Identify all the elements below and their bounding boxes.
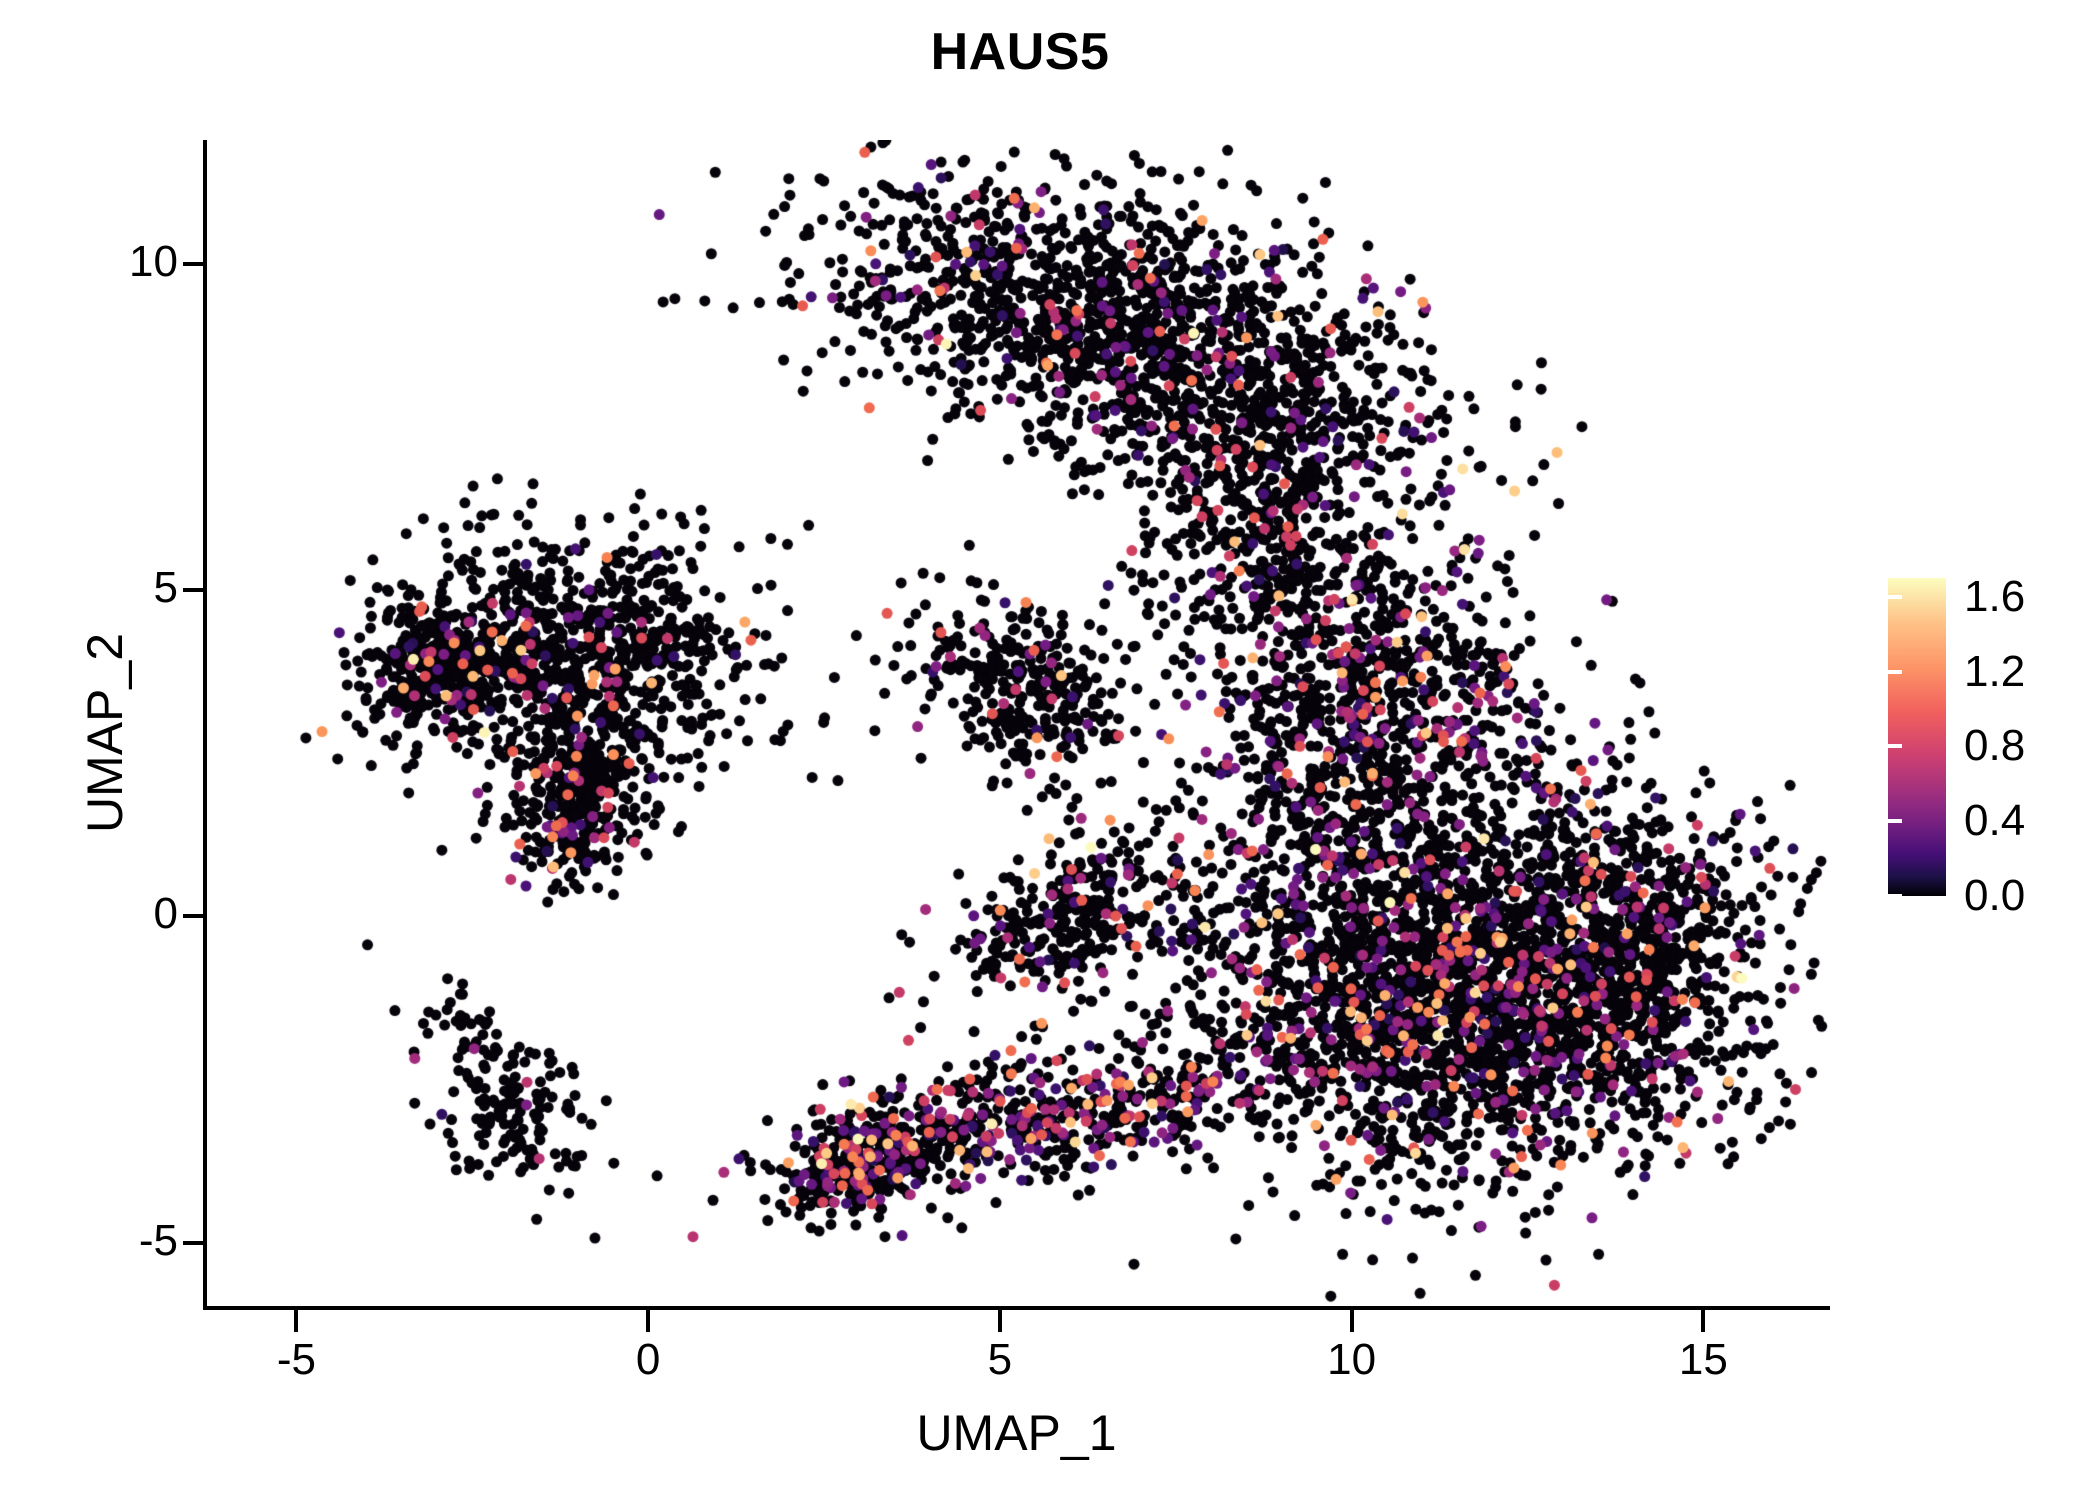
colorbar-tick-mark bbox=[1888, 594, 1902, 599]
y-axis-title: UMAP_2 bbox=[77, 632, 133, 834]
x-axis-line bbox=[203, 1306, 1830, 1310]
y-tick-mark bbox=[183, 261, 205, 266]
y-tick-mark bbox=[183, 588, 205, 593]
colorbar-tick-mark bbox=[2064, 744, 2078, 749]
colorbar-tick-mark bbox=[1888, 819, 1902, 824]
y-tick-label: -5 bbox=[138, 1215, 178, 1265]
y-tick-mark bbox=[183, 914, 205, 919]
colorbar-tick-mark bbox=[2064, 894, 2078, 898]
colorbar-tick-label: 0.0 bbox=[1964, 871, 2026, 920]
colorbar-tick-mark bbox=[2064, 594, 2078, 599]
colorbar-tick-mark bbox=[1888, 894, 1902, 898]
plot-panel bbox=[205, 140, 1830, 1308]
x-tick-label: 5 bbox=[987, 1335, 1013, 1384]
colorbar-tick-label: 1.6 bbox=[1964, 571, 2026, 621]
colorbar-tick-mark bbox=[2064, 819, 2078, 824]
y-tick-label: 5 bbox=[153, 563, 178, 613]
colorbar-tick-mark bbox=[2064, 669, 2078, 674]
scatter-plot-canvas bbox=[205, 140, 1830, 1308]
y-tick-mark bbox=[183, 1240, 205, 1245]
colorbar-tick-label: 0.4 bbox=[1964, 796, 2026, 846]
x-tick-mark bbox=[646, 1310, 651, 1332]
colorbar-gradient bbox=[1888, 578, 1946, 896]
x-tick-mark bbox=[1701, 1310, 1706, 1332]
x-tick-label: 0 bbox=[635, 1335, 661, 1384]
x-tick-mark bbox=[1349, 1310, 1354, 1332]
page-title: HAUS5 bbox=[930, 23, 1110, 81]
colorbar-tick-label: 1.2 bbox=[1964, 646, 2026, 696]
x-tick-label: 15 bbox=[1678, 1335, 1728, 1384]
x-tick-mark bbox=[294, 1310, 299, 1332]
y-axis-line bbox=[203, 140, 207, 1310]
y-tick-label: 10 bbox=[129, 236, 178, 286]
colorbar-tick-mark bbox=[1888, 744, 1902, 749]
x-tick-mark bbox=[997, 1310, 1002, 1332]
colorbar-tick-mark bbox=[1888, 669, 1902, 674]
x-tick-label: -5 bbox=[276, 1335, 316, 1384]
x-axis-title: UMAP_1 bbox=[916, 1405, 1117, 1461]
colorbar-tick-label: 0.8 bbox=[1964, 721, 2026, 771]
colorbar-legend: 1.6 1.2 0.8 0.4 0.0 bbox=[1888, 571, 2078, 918]
y-tick-label: 0 bbox=[153, 889, 178, 939]
x-tick-label: 10 bbox=[1327, 1335, 1377, 1384]
